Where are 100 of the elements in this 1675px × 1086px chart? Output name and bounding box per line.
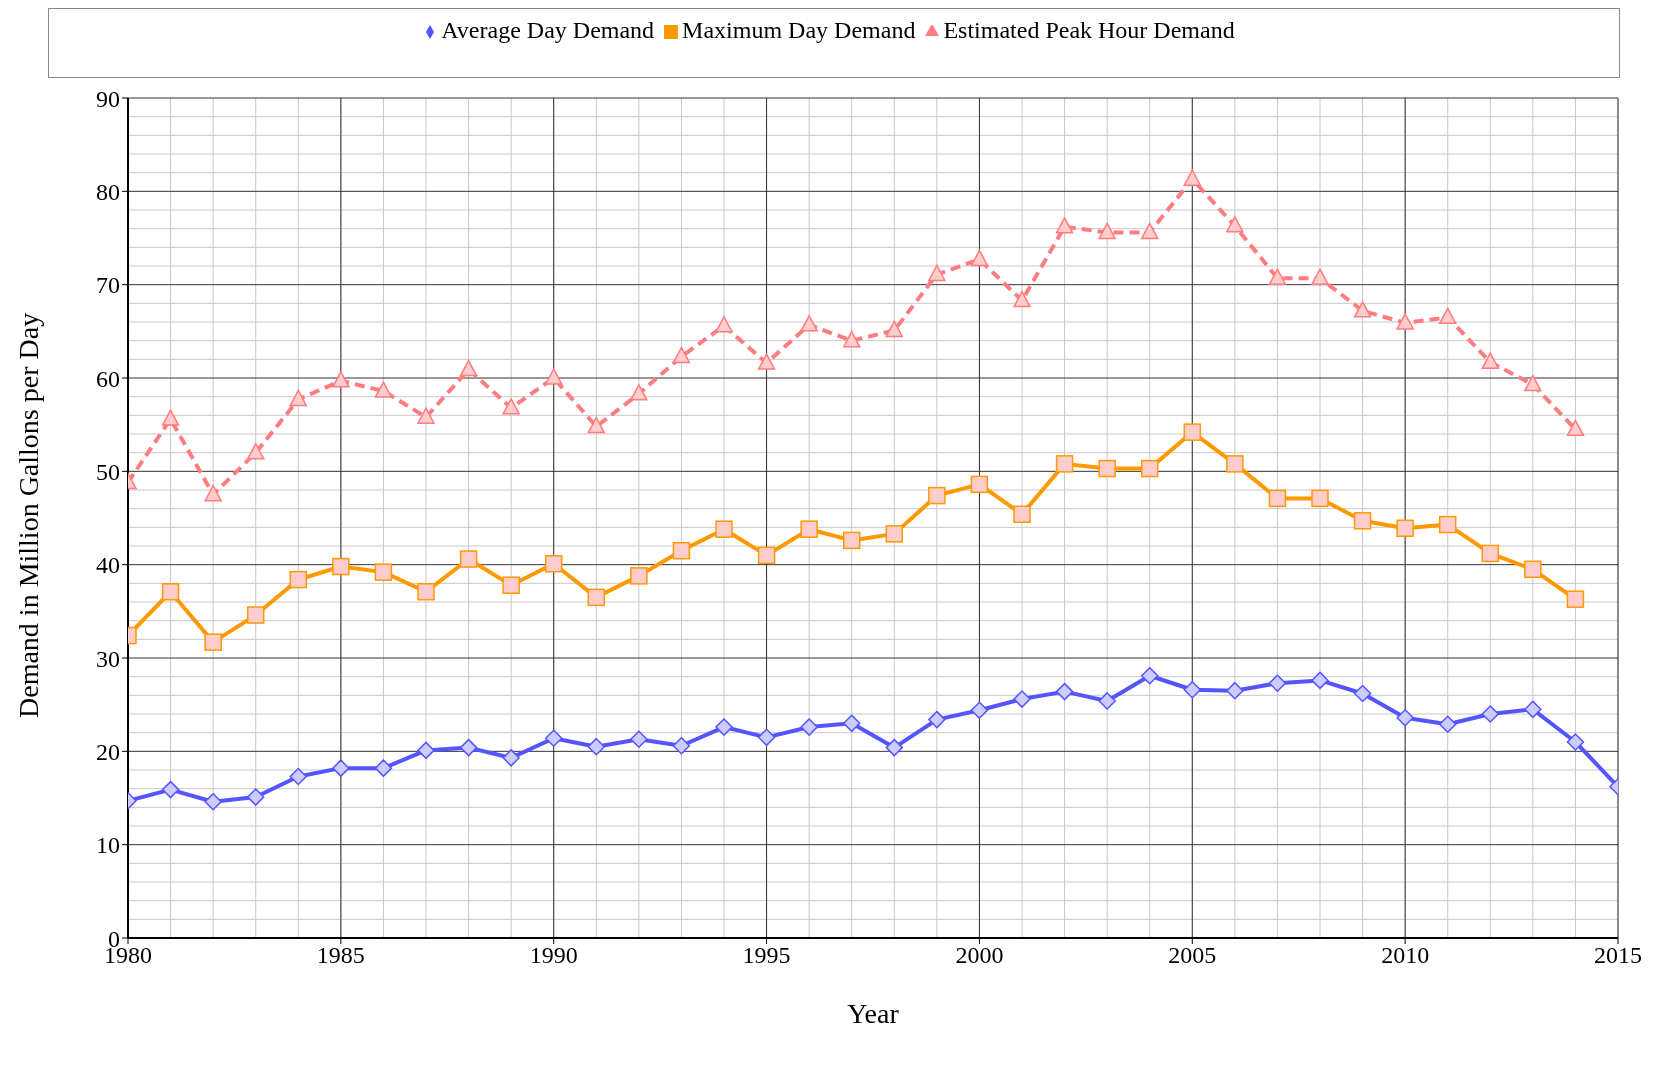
- point: [630, 567, 648, 585]
- point: [1055, 682, 1074, 701]
- point: [1396, 519, 1414, 538]
- point: [1566, 733, 1585, 751]
- x-tick-label: 2005: [1168, 942, 1217, 969]
- point: [715, 315, 733, 333]
- point: [1396, 708, 1414, 727]
- point: [1226, 216, 1244, 233]
- point: [587, 737, 606, 756]
- point: [1353, 684, 1372, 703]
- point: [885, 738, 904, 757]
- point: [1268, 674, 1287, 692]
- point: [204, 633, 222, 651]
- point: [1226, 455, 1244, 473]
- y-tick-label: 60: [96, 365, 120, 392]
- y-axis-title: Demand in Million Gallons per Day: [12, 312, 44, 718]
- point: [161, 582, 180, 601]
- point: [1566, 419, 1585, 437]
- point: [1524, 374, 1542, 392]
- point: [928, 264, 946, 282]
- point: [459, 359, 478, 377]
- point: [1438, 307, 1457, 325]
- point: [544, 368, 563, 385]
- point: [672, 541, 691, 560]
- point: [1098, 692, 1116, 710]
- point: [1268, 268, 1287, 285]
- point: [1438, 515, 1457, 534]
- y-tick-label: 40: [96, 552, 120, 579]
- point: [1438, 715, 1457, 734]
- y-tick-label: 10: [96, 832, 120, 859]
- point: [1311, 268, 1329, 285]
- point: [1353, 301, 1372, 318]
- point: [715, 520, 733, 538]
- point: [800, 718, 818, 736]
- x-tick-label: 1995: [742, 942, 791, 969]
- x-tick-label: 1985: [316, 942, 365, 969]
- point: [374, 759, 393, 777]
- point: [502, 749, 520, 767]
- y-tick-label: 20: [96, 738, 120, 765]
- point: [1013, 290, 1031, 308]
- point: [502, 398, 520, 415]
- point: [289, 767, 308, 786]
- point: [1140, 459, 1159, 478]
- point: [757, 728, 776, 747]
- point: [246, 606, 265, 624]
- point: [1140, 666, 1159, 685]
- point: [970, 475, 989, 494]
- point: [374, 381, 393, 398]
- point: [800, 315, 818, 332]
- point: [1013, 690, 1031, 708]
- point: [1183, 680, 1202, 699]
- point: [1268, 489, 1287, 508]
- point: [1311, 671, 1329, 690]
- point: [842, 330, 861, 348]
- point: [928, 486, 946, 505]
- point: [1140, 222, 1159, 240]
- point: [715, 718, 733, 736]
- y-tick-label: 80: [96, 178, 120, 205]
- point: [161, 780, 180, 799]
- point: [1524, 560, 1542, 579]
- point: [1098, 222, 1116, 240]
- point: [289, 389, 308, 407]
- point: [885, 320, 904, 338]
- point: [1055, 217, 1074, 234]
- point: [204, 484, 222, 502]
- point: [502, 576, 520, 594]
- x-axis-title: Year: [847, 998, 900, 1029]
- point: [1311, 489, 1329, 508]
- y-tick-label: 30: [96, 645, 120, 672]
- point: [928, 710, 946, 729]
- point: [630, 384, 648, 401]
- point: [885, 525, 904, 543]
- y-tick-label: 50: [96, 458, 120, 485]
- point: [1055, 455, 1074, 473]
- point: [459, 550, 478, 568]
- x-tick-label: 2000: [955, 942, 1004, 969]
- point: [1396, 313, 1414, 330]
- point: [1098, 459, 1116, 478]
- point: [246, 442, 265, 460]
- point: [842, 531, 861, 550]
- point: [1226, 681, 1244, 700]
- point: [332, 557, 350, 576]
- point: [1013, 505, 1031, 524]
- point: [204, 792, 222, 811]
- legend-label: Average Day Demand: [441, 17, 655, 43]
- point: [1566, 590, 1585, 608]
- y-tick-label: 70: [96, 272, 120, 299]
- y-tick-label: 90: [96, 85, 120, 112]
- point: [1183, 169, 1202, 186]
- x-tick-label: 2015: [1594, 942, 1642, 969]
- point: [757, 546, 776, 565]
- point: [587, 416, 606, 434]
- point: [842, 714, 861, 733]
- point: [630, 730, 648, 748]
- point: [417, 582, 435, 601]
- point: [246, 788, 265, 806]
- point: [1183, 423, 1202, 441]
- point: [587, 588, 606, 607]
- point: [757, 353, 776, 370]
- point: [374, 563, 393, 581]
